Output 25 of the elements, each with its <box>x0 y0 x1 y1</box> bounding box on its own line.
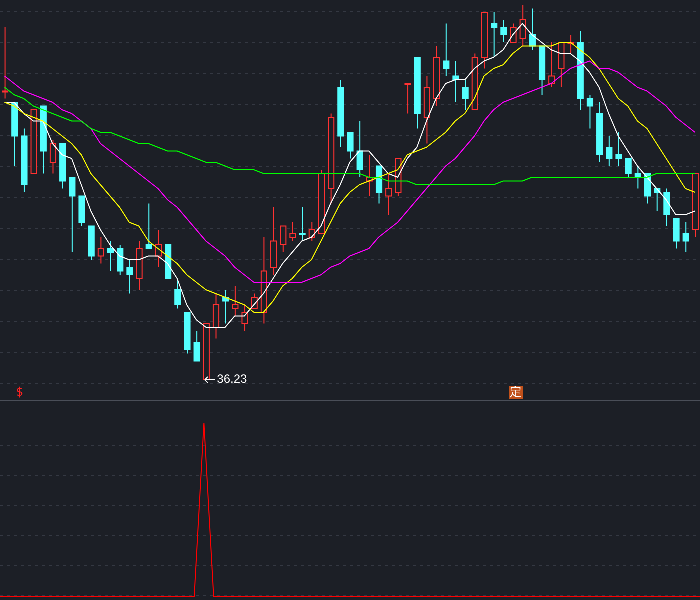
candlestick <box>616 132 622 167</box>
candlestick <box>606 136 613 167</box>
candlestick <box>212 293 220 340</box>
candlestick <box>222 290 230 324</box>
candlestick <box>290 222 296 242</box>
candlestick <box>424 76 431 144</box>
candlestick <box>443 23 450 77</box>
candlestick <box>586 94 594 130</box>
text: $ <box>15 385 25 399</box>
candlestick <box>500 20 508 43</box>
candlestick <box>270 207 278 276</box>
candlestick <box>462 80 469 110</box>
candlestick <box>682 222 690 253</box>
candlestick <box>98 237 104 264</box>
candlestick <box>596 102 604 163</box>
candlestick <box>434 46 440 107</box>
candlestick <box>136 240 143 290</box>
candlestick <box>577 30 584 110</box>
candlestick <box>386 173 392 216</box>
candlestick <box>338 80 344 148</box>
candlestick <box>174 278 182 310</box>
candlestick <box>21 128 28 193</box>
text: 定 <box>508 385 523 399</box>
candlestick <box>491 12 498 58</box>
annotation: 36.23 <box>217 372 248 386</box>
